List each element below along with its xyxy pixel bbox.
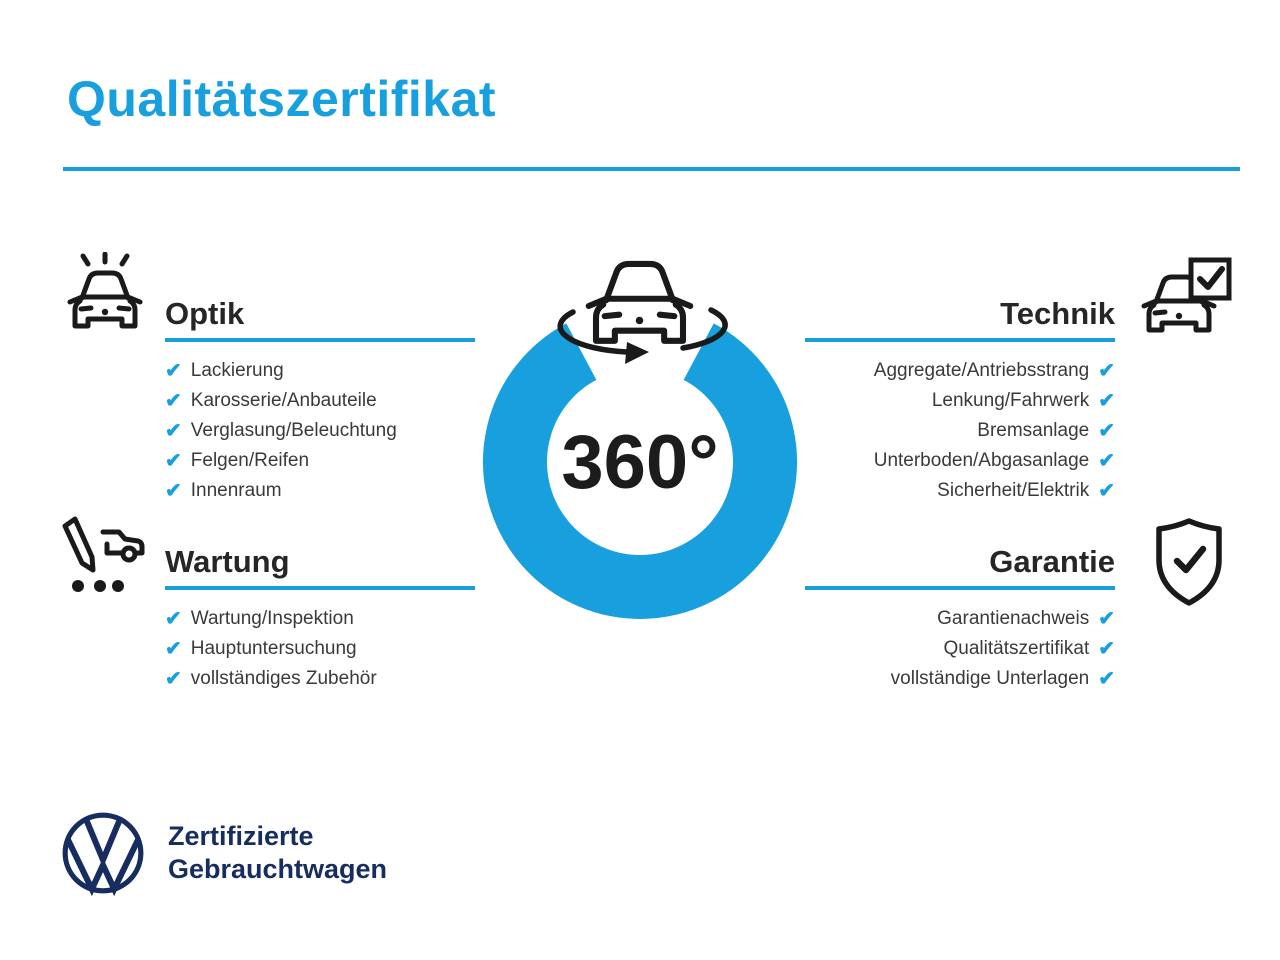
shield-check-icon [1156,518,1222,606]
section-rule [805,586,1115,590]
check-icon: ✔ [165,638,182,660]
section-title-technik: Technik [1000,296,1115,331]
check-icon: ✔ [165,450,182,472]
item-label: Lenkung/Fahrwerk [931,390,1090,411]
list-item: Qualitätszertifikat ✔ [805,634,1116,664]
item-label: Sicherheit/Elektrik [937,480,1090,501]
section-title-wartung: Wartung [165,544,290,579]
footer-claim-line1: Zertifizierte [168,821,314,851]
check-list-technik: Aggregate/Antriebsstrang ✔ Lenkung/Fahrwe… [805,356,1115,506]
service-checklist-icon [62,516,145,592]
item-label: Karosserie/Anbauteile [190,390,377,411]
list-item: Sicherheit/Elektrik ✔ [805,476,1115,506]
car-shine-icon [67,252,143,329]
list-item: ✔ Karosserie/Anbauteile [165,386,475,416]
page-title: Qualitätszertifikat [67,71,497,127]
list-item: ✔ Hauptuntersuchung [165,634,475,664]
list-item: ✔ Wartung/Inspektion [165,604,475,634]
check-icon: ✔ [165,480,182,502]
item-label: Bremsanlage [977,420,1090,441]
check-icon: ✔ [165,360,182,382]
list-item: Garantienachweis ✔ [805,604,1115,634]
arrow-head [625,342,649,364]
section-wartung: Wartung ✔ Wartung/Inspektion ✔ Hauptunters… [165,544,475,694]
item-label: Lackierung [190,360,284,381]
section-technik: Technik Aggregate/Antriebsstrang ✔ Lenkun… [805,296,1115,506]
check-list-optik: ✔ Lackierung ✔ Karosserie/Anbauteile ✔ Verg… [165,356,475,506]
footer-claim: Zertifizierte Gebrauchtwagen [168,820,387,886]
item-label: Garantienachweis [937,608,1090,629]
section-garantie: Garantie Garantienachweis ✔ Qualitätszert… [805,544,1115,694]
section-title-garantie: Garantie [989,544,1115,579]
list-item: ✔ Innenraum [165,476,475,506]
section-optik: Optik ✔ Lackierung ✔ Karosserie/Anbauteile… [165,296,475,506]
check-icon: ✔ [1098,450,1115,472]
check-icon: ✔ [165,390,182,412]
list-item: Aggregate/Antriebsstrang ✔ [805,356,1115,386]
item-label: vollständiges Zubehör [190,668,377,689]
header-rule [63,167,1240,171]
item-label: Hauptuntersuchung [190,638,357,659]
check-icon: ✔ [1098,608,1115,630]
item-label: Innenraum [190,480,282,501]
ring-arc [483,323,797,619]
check-icon: ✔ [165,668,182,690]
item-label: Unterboden/Abgasanlage [873,450,1090,471]
check-icon: ✔ [1098,480,1115,502]
check-icon: ✔ [1098,638,1115,660]
check-icon: ✔ [1098,420,1115,442]
list-item: ✔ Verglasung/Beleuchtung [165,416,475,446]
vw-logo-icon [62,812,144,896]
list-item: ✔ Felgen/Reifen [165,446,475,476]
check-icon: ✔ [1098,668,1115,690]
footer-claim-line2: Gebrauchtwagen [168,854,388,884]
list-item: Bremsanlage ✔ [805,416,1115,446]
list-item: Lenkung/Fahrwerk ✔ [805,386,1115,416]
check-list-garantie: Garantienachweis ✔ Qualitätszertifikat ✔ v… [805,604,1115,694]
section-rule [805,338,1115,342]
rotation-arrows-icon [557,307,728,355]
check-icon: ✔ [1098,390,1115,412]
check-icon: ✔ [165,608,182,630]
item-label: Felgen/Reifen [190,450,310,471]
check-icon: ✔ [165,420,182,442]
degrees-label: 360° [561,420,718,505]
item-label: Qualitätszertifikat [943,638,1090,659]
item-label: vollständige Unterlagen [890,668,1090,689]
list-item: ✔ Lackierung [165,356,475,386]
car-rotation-icon [585,260,694,344]
check-icon: ✔ [1098,360,1115,382]
check-list-wartung: ✔ Wartung/Inspektion ✔ Hauptuntersuchung ✔… [165,604,475,694]
item-label: Wartung/Inspektion [190,608,354,629]
list-item: ✔ vollständiges Zubehör [165,664,475,694]
car-checkbox-icon [1141,257,1232,333]
section-title-optik: Optik [165,296,245,331]
badge-360-check: 360° Gebrauchtwagen-Check [483,260,797,640]
item-label: Verglasung/Beleuchtung [190,420,397,441]
item-label: Aggregate/Antriebsstrang [873,360,1090,381]
section-rule [165,586,475,590]
list-item: vollständige Unterlagen ✔ [805,664,1115,694]
list-item: Unterboden/Abgasanlage ✔ [805,446,1115,476]
section-rule [165,338,475,342]
